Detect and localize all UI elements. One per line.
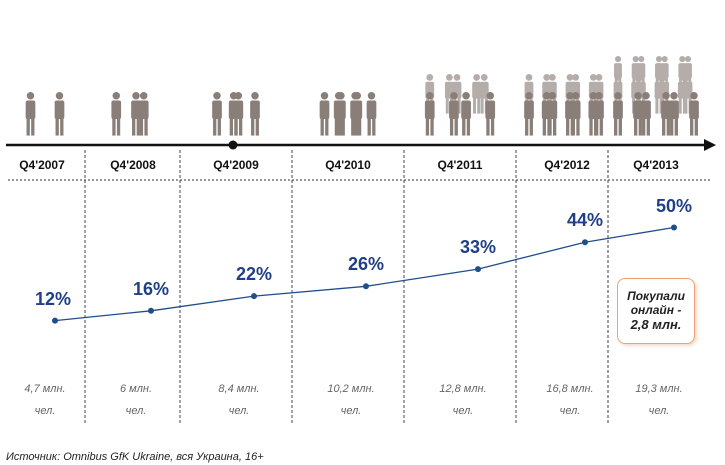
person-figure — [613, 92, 623, 136]
person-figure — [212, 92, 222, 136]
person-figure — [449, 92, 459, 136]
person-figure — [424, 92, 435, 136]
person-figure — [131, 92, 141, 136]
data-label: 33% — [459, 237, 497, 258]
data-label: 22% — [235, 264, 273, 285]
users-label: 19,3 млн. чел. — [635, 383, 683, 417]
person-figure — [633, 92, 643, 136]
source-note: Источник: Omnibus GfK Ukraine, вся Украи… — [6, 451, 264, 463]
period-label: Q4'2007 — [19, 158, 65, 172]
callout-line-1: Покупали — [627, 289, 685, 303]
person-figure — [352, 92, 363, 136]
users-label: 8,4 млн. чел. — [218, 383, 260, 417]
person-figure — [594, 92, 604, 136]
person-figure — [485, 92, 496, 136]
users-label: 10,2 млн. чел. — [327, 383, 375, 417]
data-point — [363, 283, 369, 290]
person-figure — [461, 92, 471, 136]
person-figure — [111, 92, 122, 136]
period-label: Q4'2008 — [110, 158, 156, 172]
users-label: 12,8 млн. чел. — [439, 383, 487, 417]
period-label: Q4'2009 — [213, 158, 259, 172]
person-figure — [138, 92, 149, 136]
timeline-marker — [228, 140, 238, 150]
person-figure — [250, 92, 260, 136]
period-label: Q4'2012 — [544, 158, 590, 172]
person-figure — [547, 92, 558, 136]
person-figure — [661, 92, 671, 136]
users-label: 4,7 млн. чел. — [24, 383, 66, 417]
data-label: 26% — [347, 254, 385, 275]
data-label: 44% — [566, 210, 604, 231]
data-point — [475, 266, 481, 273]
person-figure — [233, 92, 244, 136]
data-point — [52, 317, 58, 324]
users-label: 6 млн. чел. — [119, 383, 153, 417]
data-label: 12% — [34, 288, 72, 309]
person-figure — [669, 92, 679, 136]
period-label: Q4'2013 — [633, 158, 679, 172]
person-figure — [319, 92, 330, 136]
data-label: 16% — [132, 278, 170, 299]
period-label: Q4'2010 — [325, 158, 371, 172]
data-label: 50% — [655, 195, 693, 216]
callout-line-2: онлайн - — [630, 303, 682, 317]
person-figure — [689, 92, 699, 136]
person-figure — [366, 92, 377, 136]
users-label: 16,8 млн. чел. — [546, 383, 594, 417]
data-point — [148, 307, 154, 314]
online-buyers-callout: Покупали онлайн - 2,8 млн. — [617, 278, 695, 344]
person-figure — [25, 92, 36, 136]
person-figure — [641, 92, 651, 136]
data-point — [251, 293, 257, 300]
person-figure — [54, 92, 65, 136]
timeline-arrow — [704, 139, 716, 151]
callout-value: 2,8 млн. — [630, 317, 682, 332]
period-label: Q4'2011 — [437, 158, 483, 172]
data-point — [582, 239, 588, 246]
person-figure — [336, 92, 346, 136]
data-point — [671, 224, 677, 231]
person-figure — [472, 74, 482, 114]
person-figure — [524, 92, 534, 136]
person-figure — [570, 92, 581, 136]
